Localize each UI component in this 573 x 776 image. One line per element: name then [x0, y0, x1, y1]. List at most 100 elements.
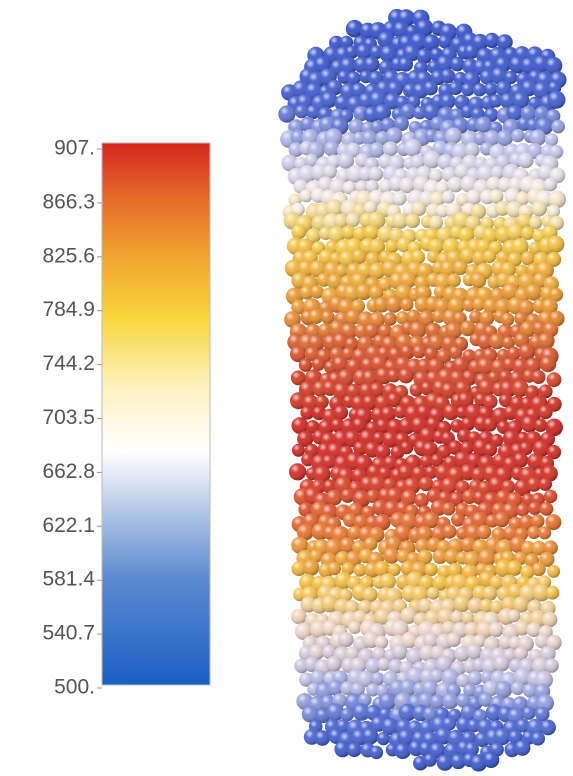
- particle-shade: [374, 608, 391, 625]
- particle-shade: [416, 525, 433, 543]
- particle-shade: [547, 235, 565, 253]
- particle-shade: [365, 657, 382, 674]
- particle-shade: [500, 312, 515, 327]
- tick-label: 540.7: [42, 622, 95, 645]
- particle-shade: [490, 66, 509, 85]
- particle-shade: [382, 141, 398, 157]
- particle-shade: [393, 404, 408, 419]
- particle-shade: [409, 383, 423, 397]
- particle-shade: [441, 190, 455, 204]
- particle-shade: [398, 56, 413, 72]
- particle-shade: [456, 673, 470, 688]
- particle-shade: [476, 357, 495, 375]
- particle-shade: [450, 610, 464, 624]
- particle-shade: [539, 551, 555, 567]
- particle-shade: [470, 754, 488, 772]
- particle-shade: [345, 646, 360, 661]
- particle-shade: [281, 154, 299, 172]
- particle-shade: [487, 476, 506, 494]
- particle-shade: [364, 323, 380, 339]
- particle-shade: [489, 94, 503, 108]
- particle-shade: [292, 80, 310, 98]
- particle-shade: [533, 418, 548, 432]
- particle-shade: [514, 620, 530, 636]
- particle-shade: [538, 526, 552, 540]
- particle-shade: [489, 333, 505, 350]
- particle-shade: [470, 272, 487, 289]
- particle-shade: [324, 538, 343, 557]
- particle-shade: [399, 344, 415, 360]
- particle-shade: [362, 587, 378, 603]
- particle-shade: [325, 199, 344, 218]
- particle-shade: [543, 540, 558, 555]
- particle-shade: [450, 419, 464, 433]
- particle-shade: [368, 262, 386, 280]
- particle-shade: [322, 644, 337, 660]
- particle-shade: [325, 489, 343, 506]
- colorbar: [101, 142, 211, 686]
- particle-shade: [288, 142, 304, 158]
- tick-label: 703.5: [42, 406, 95, 429]
- particle-shade: [510, 681, 525, 695]
- particle-shade: [396, 311, 410, 325]
- particle-shade: [437, 608, 455, 626]
- particle-shade: [413, 105, 427, 120]
- particle-shade: [398, 367, 414, 384]
- particle-shade: [493, 655, 510, 672]
- particle-shade: [516, 503, 530, 517]
- particle-shade: [291, 224, 307, 240]
- particle-shade: [448, 345, 463, 360]
- particle-shade: [532, 584, 550, 602]
- particle-shade: [423, 34, 440, 51]
- particle-shade: [440, 382, 458, 399]
- particle-shade: [398, 703, 417, 722]
- particle-shade: [315, 395, 329, 409]
- particle-shade: [495, 201, 510, 216]
- particle-shade: [526, 622, 542, 637]
- particle-shade: [539, 502, 554, 516]
- particle-shade: [519, 441, 533, 456]
- particle-shade: [338, 631, 354, 648]
- particle-shade: [464, 44, 479, 59]
- particle-shade: [511, 238, 529, 256]
- particle-shade: [363, 200, 378, 215]
- particle-shade: [348, 621, 362, 634]
- particle-shade: [414, 493, 429, 508]
- particle-shade: [483, 442, 498, 457]
- particle-shade: [392, 191, 407, 206]
- particle-shade: [327, 680, 344, 696]
- particle-shade: [461, 611, 475, 625]
- particle-shade: [489, 600, 504, 614]
- particle-shade: [520, 80, 538, 97]
- particle-shade: [299, 672, 314, 687]
- particle-shade: [535, 706, 550, 722]
- particle-shade: [462, 298, 476, 312]
- particle-shade: [534, 106, 550, 121]
- particle-shade: [343, 513, 357, 527]
- particle-shade: [365, 180, 379, 193]
- particle-shade: [369, 142, 385, 158]
- particle-shade: [477, 378, 496, 397]
- particle-shade: [338, 250, 356, 267]
- particle-shade: [525, 283, 543, 301]
- particle-shade: [425, 203, 441, 218]
- particle-shade: [531, 731, 545, 746]
- particle-shade: [353, 514, 369, 530]
- particle-shade: [467, 670, 483, 686]
- particle-shade: [498, 370, 513, 384]
- particle-shade: [429, 694, 445, 710]
- particle-shade: [278, 105, 296, 123]
- particle-shade: [394, 524, 412, 542]
- particle-shade: [429, 191, 445, 207]
- particle-shade: [308, 644, 325, 661]
- particle-shade: [326, 655, 342, 672]
- particle-shade: [372, 647, 387, 662]
- particle-shade: [386, 487, 403, 505]
- particle-shade: [544, 658, 559, 673]
- particle-shade: [345, 19, 364, 38]
- particle-shade: [368, 166, 384, 182]
- particle-shade: [408, 321, 427, 339]
- particle-shade: [426, 586, 440, 600]
- particle-shade: [471, 467, 487, 483]
- particle-shade: [324, 140, 340, 157]
